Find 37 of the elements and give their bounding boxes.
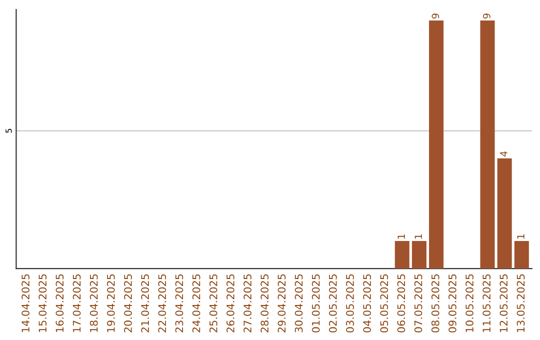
data-label: 9	[482, 14, 490, 19]
x-tick-label: 12.05.2025	[500, 274, 508, 332]
y-tick-label: 5	[6, 128, 12, 133]
x-tick-label: 11.05.2025	[482, 274, 491, 332]
x-tick-label: 17.04.2025	[72, 274, 81, 332]
x-tick-label: 19.04.2025	[106, 274, 115, 332]
x-tick-label: 26.04.2025	[226, 274, 234, 332]
x-tick-label: 23.04.2025	[175, 274, 184, 332]
x-tick-label: 08.05.2025	[431, 274, 440, 332]
x-tick-label: 24.04.2025	[192, 274, 200, 332]
x-tick-label: 27.04.2025	[244, 274, 252, 332]
data-label: 1	[517, 234, 524, 239]
x-tick-label: 09.05.2025	[448, 274, 456, 332]
x-tick-label: 20.04.2025	[124, 274, 132, 332]
x-tick-label: 15.04.2025	[38, 274, 47, 332]
x-tick-label: 16.04.2025	[56, 274, 64, 332]
data-label: 1	[414, 234, 422, 239]
x-tick-label: 10.05.2025	[466, 274, 474, 332]
x-tick-label: 07.05.2025	[414, 274, 422, 332]
x-tick-label: 29.04.2025	[278, 274, 286, 332]
data-label: 4	[500, 151, 508, 156]
x-tick-label: 18.04.2025	[90, 274, 98, 332]
x-tick-label: 03.05.2025	[346, 274, 354, 332]
x-tick-label: 04.05.2025	[363, 274, 371, 332]
x-tick-label: 13.05.2025	[516, 274, 525, 332]
x-tick-label: 14.04.2025	[22, 274, 30, 332]
data-label: 9	[432, 14, 440, 19]
x-tick-label: 30.04.2025	[294, 274, 303, 332]
x-tick-label: 25.04.2025	[209, 274, 218, 332]
data-label: 1	[398, 234, 405, 239]
x-tick-label: 05.05.2025	[380, 274, 388, 332]
x-tick-label: 22.04.2025	[158, 274, 166, 332]
x-tick-label: 01.05.2025	[312, 274, 320, 332]
x-tick-label: 28.04.2025	[260, 274, 269, 332]
x-tick-label: 06.05.2025	[397, 274, 406, 332]
x-tick-label: 02.05.2025	[328, 274, 337, 332]
x-tick-label: 21.04.2025	[141, 274, 149, 332]
